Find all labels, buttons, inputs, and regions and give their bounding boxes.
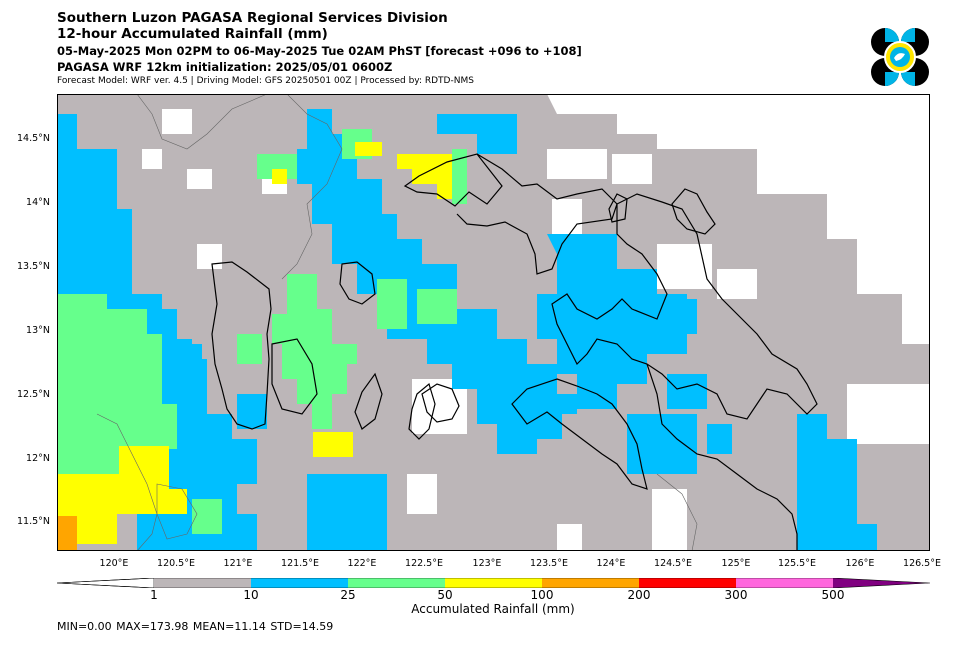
rain-field-below-1mm	[142, 94, 930, 551]
lon-tick-label: 123.5°E	[530, 558, 568, 569]
coastlines	[211, 153, 818, 551]
colorbar	[57, 578, 931, 588]
lon-tick-label: 120°E	[99, 558, 129, 569]
colorbar-label: 1	[150, 588, 158, 602]
colorbar-segment-300-500	[736, 578, 833, 588]
colorbar-segment-above-500	[833, 578, 930, 588]
lat-tick-label: 14.5°N	[16, 133, 50, 144]
colorbar-label: 10	[243, 588, 259, 602]
title-line-1: Southern Luzon PAGASA Regional Services …	[57, 10, 448, 26]
lat-tick-label: 13.5°N	[16, 261, 50, 272]
lon-tick-label: 124.5°E	[654, 558, 692, 569]
lon-tick-label: 121°E	[223, 558, 253, 569]
rain-field-50-100mm	[57, 142, 452, 544]
colorbar-label: 50	[437, 588, 453, 602]
lon-tick-label: 122.5°E	[405, 558, 443, 569]
colorbar-segment-100-200	[542, 578, 639, 588]
colorbar-label: 500	[821, 588, 845, 602]
statistics-line: MIN=0.00 MAX=173.98 MEAN=11.14 STD=14.59	[57, 620, 334, 633]
lat-tick-label: 11.5°N	[16, 516, 50, 527]
colorbar-label: 300	[724, 588, 748, 602]
lon-tick-label: 126.5°E	[903, 558, 941, 569]
colorbar-segment-below-1	[57, 578, 155, 588]
rain-field-100-200mm	[57, 516, 77, 551]
lat-tick-label: 14°N	[26, 197, 50, 208]
colorbar-label: 100	[530, 588, 554, 602]
map-frame	[57, 94, 930, 551]
colorbar-segment-1-10	[154, 578, 251, 588]
colorbar-segment-10-25	[251, 578, 348, 588]
lon-tick-label: 120.5°E	[157, 558, 195, 569]
lon-tick-label: 124°E	[596, 558, 626, 569]
colorbar-segment-25-50	[348, 578, 445, 588]
colorbar-segment-200-300	[639, 578, 736, 588]
colorbar-segment-50-100	[445, 578, 542, 588]
colorbar-title: Accumulated Rainfall (mm)	[411, 602, 575, 616]
lon-tick-label: 121.5°E	[281, 558, 319, 569]
lat-tick-label: 13°N	[26, 325, 50, 336]
lon-tick-label: 122°E	[347, 558, 377, 569]
colorbar-label: 200	[627, 588, 651, 602]
lon-tick-label: 123°E	[472, 558, 502, 569]
lon-tick-label: 125.5°E	[778, 558, 816, 569]
colorbar-label: 25	[340, 588, 356, 602]
model-initialization: PAGASA WRF 12km initialization: 2025/05/…	[57, 60, 393, 74]
lat-tick-label: 12.5°N	[16, 389, 50, 400]
lat-tick-label: 12°N	[26, 453, 50, 464]
pagasa-logo	[871, 28, 929, 86]
rainfall-map	[57, 94, 930, 551]
lon-tick-label: 125°E	[721, 558, 751, 569]
forecast-period: 05-May-2025 Mon 02PM to 06-May-2025 Tue …	[57, 44, 582, 58]
lon-tick-label: 126°E	[845, 558, 875, 569]
gray-coastlines	[96, 94, 698, 551]
title-line-2: 12-hour Accumulated Rainfall (mm)	[57, 26, 328, 42]
model-info: Forecast Model: WRF ver. 4.5 | Driving M…	[57, 76, 474, 86]
